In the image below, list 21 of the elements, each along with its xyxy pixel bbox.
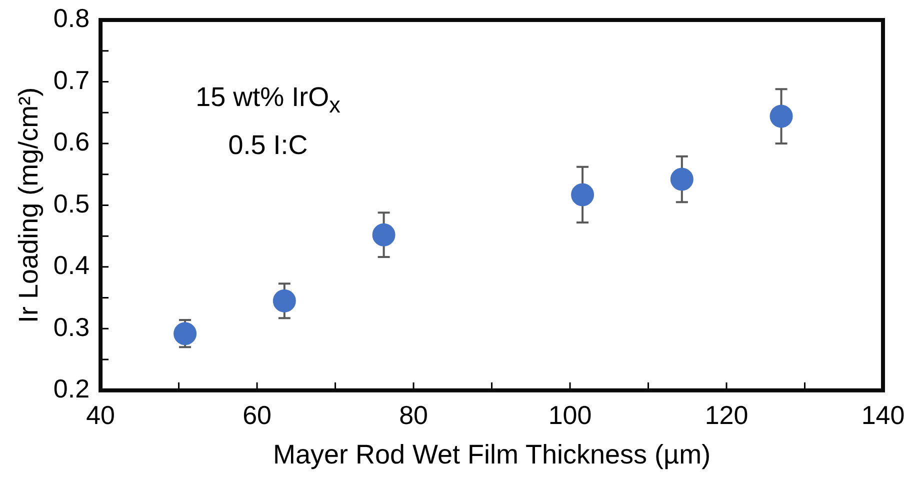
y-tick-label: 0.6 [53,126,90,157]
y-axis-title: Ir Loading (mg/cm²) [14,87,44,323]
x-axis-title: Mayer Rod Wet Film Thickness (µm) [272,439,711,470]
point [272,289,296,312]
y-tick-label: 0.7 [53,64,90,95]
x-tick-label: 80 [399,400,428,430]
x-tick-label: 100 [548,400,592,430]
annotation: 0.5 I:C [227,130,309,161]
x-tick-label: 120 [704,400,748,430]
y-tick-label: 0.5 [53,188,90,218]
point [770,104,793,128]
point [571,183,594,206]
y-tick-label: 0.8 [53,3,90,34]
x-tick-label: 60 [242,400,272,430]
annotation: 15 wt% IrO$_{x}$ [194,82,342,118]
x-tick-label: 140 [861,400,905,430]
point [670,168,694,191]
y-tick-label: 0.4 [53,250,90,280]
y-tick-label: 0.3 [53,312,90,342]
point [174,322,197,346]
point [372,223,396,246]
